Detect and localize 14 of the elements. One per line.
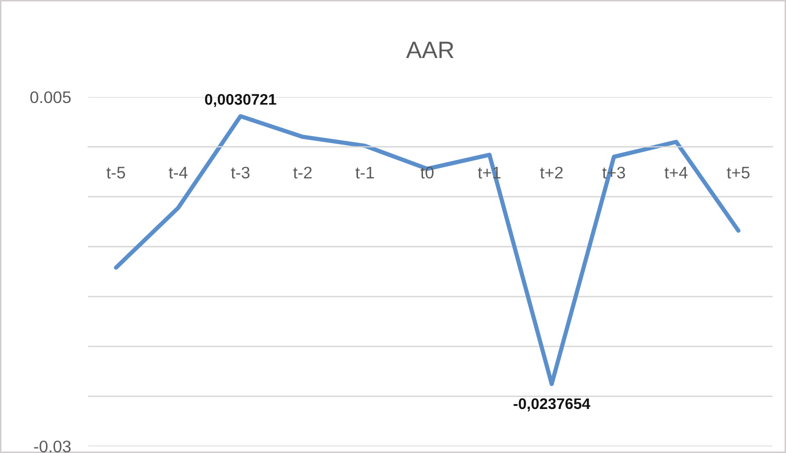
y-tick-label: -0.03 (34, 440, 71, 452)
x-tick-label: t-1 (356, 166, 374, 178)
x-tick-label: t0 (420, 166, 434, 179)
x-tick-label: t+4 (664, 166, 688, 178)
x-tick-label: t-5 (106, 166, 126, 179)
chart-title: AAR (406, 42, 454, 58)
x-tick-label: t-4 (168, 166, 188, 178)
x-tick-label: t+5 (726, 166, 750, 179)
x-tick-label: t+2 (540, 166, 563, 178)
data-label: 0,0030721 (205, 94, 276, 108)
x-tick-label: t-2 (293, 166, 312, 178)
data-label: -0,0237654 (514, 398, 590, 412)
y-tick-label: 0.005 (30, 91, 71, 104)
x-tick-label: t-3 (231, 166, 250, 179)
